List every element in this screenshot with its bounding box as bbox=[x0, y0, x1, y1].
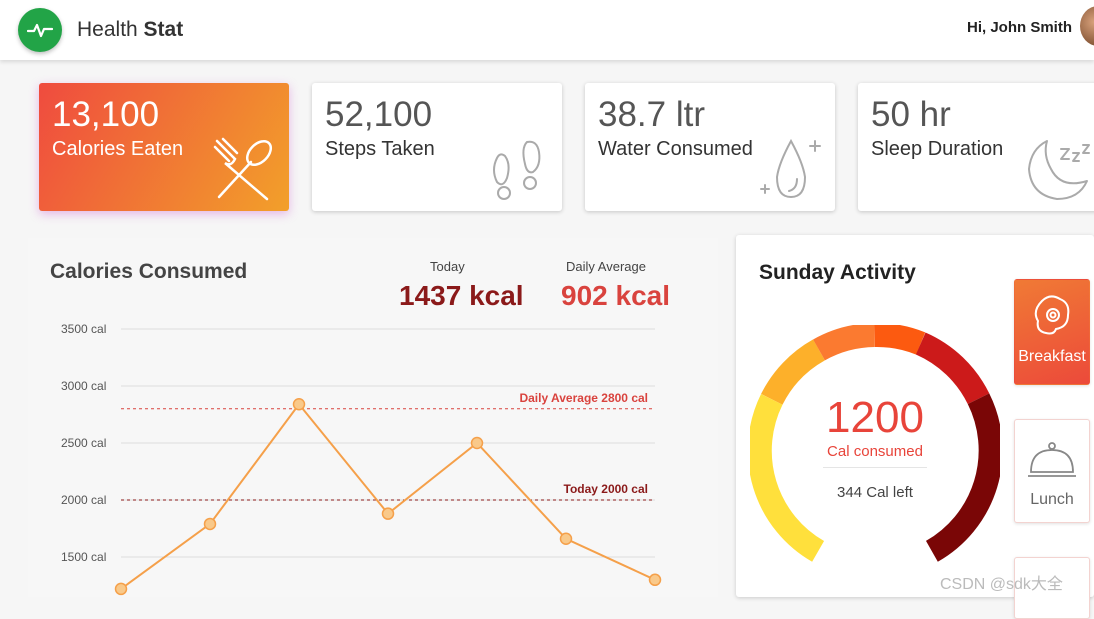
stat-card-steps[interactable]: 52,100 Steps Taken bbox=[312, 83, 562, 211]
data-point bbox=[203, 517, 217, 531]
chart-title: Calories Consumed bbox=[50, 260, 248, 283]
series-line bbox=[120, 402, 656, 590]
stat-card-sleep[interactable]: 50 hr Sleep Duration bbox=[858, 83, 1094, 211]
user-greeting: Hi, John Smith bbox=[967, 19, 1072, 36]
fried-egg-icon bbox=[1034, 295, 1070, 335]
stat-label: Calories Eaten bbox=[52, 138, 184, 160]
gauge-segment bbox=[761, 339, 826, 406]
gauge-remaining: 344 Cal left bbox=[837, 484, 913, 501]
activity-title: Sunday Activity bbox=[759, 261, 916, 284]
gauge-segment bbox=[750, 393, 825, 562]
app-header: Health Stat Hi, John Smith bbox=[0, 0, 1094, 60]
gauge-segment bbox=[915, 332, 990, 405]
gauge-caption: Cal consumed bbox=[827, 443, 923, 460]
stat-value: 50 hr bbox=[871, 95, 951, 134]
data-point bbox=[292, 397, 306, 411]
meal-label: Breakfast bbox=[1018, 348, 1086, 365]
today-caption: Today bbox=[430, 259, 465, 274]
gauge-divider bbox=[823, 467, 927, 468]
stat-card-calories[interactable]: 13,100 Calories Eaten bbox=[39, 83, 289, 211]
meal-lunch-button[interactable]: Lunch bbox=[1014, 419, 1090, 523]
y-tick-label: 2000 cal bbox=[61, 493, 106, 507]
watermark: CSDN @sdk大全 bbox=[940, 576, 1063, 593]
stat-label: Water Consumed bbox=[598, 138, 753, 160]
stat-value: 13,100 bbox=[52, 95, 160, 134]
gauge-segment bbox=[874, 325, 926, 355]
avatar[interactable] bbox=[1080, 6, 1094, 46]
app-name-bold: Stat bbox=[143, 18, 184, 41]
app-name: Health Stat bbox=[77, 18, 183, 42]
app-name-light: Health bbox=[77, 18, 138, 41]
reference-label: Daily Average 2800 cal bbox=[519, 391, 648, 405]
stat-value: 38.7 ltr bbox=[598, 95, 705, 134]
data-point bbox=[381, 507, 395, 520]
y-tick-label: 3500 cal bbox=[61, 322, 106, 336]
y-tick-label: 1500 cal bbox=[61, 550, 106, 564]
calorie-gauge bbox=[750, 325, 1000, 562]
data-point bbox=[559, 532, 573, 546]
gauge-value: 1200 bbox=[826, 393, 924, 442]
average-value: 902 kcal bbox=[561, 280, 670, 311]
calories-panel: Calories Consumed Today 1437 kcal Daily … bbox=[28, 238, 718, 597]
footprints-icon bbox=[493, 140, 541, 200]
data-point bbox=[114, 582, 128, 596]
stat-label: Sleep Duration bbox=[871, 138, 1004, 160]
moon-sleep-icon bbox=[1028, 140, 1090, 200]
y-tick-label: 3000 cal bbox=[61, 379, 106, 393]
cloche-icon bbox=[1028, 442, 1076, 477]
fork-spoon-icon bbox=[213, 137, 273, 201]
calories-line-chart: 3500 cal 3000 cal 2500 cal 2000 cal 1500 cal… bbox=[61, 322, 662, 596]
today-value: 1437 kcal bbox=[399, 280, 524, 311]
activity-panel: Sunday Activity 1200 Cal consumed 344 Ca… bbox=[736, 235, 1094, 619]
data-point bbox=[470, 436, 484, 450]
stat-card-water[interactable]: 38.7 ltr Water Consumed bbox=[585, 83, 835, 211]
stat-value: 52,100 bbox=[325, 95, 433, 134]
data-point bbox=[648, 573, 662, 587]
y-tick-label: 2500 cal bbox=[61, 436, 106, 450]
gauge-segment bbox=[813, 325, 876, 361]
meal-breakfast-button[interactable]: Breakfast bbox=[1014, 279, 1090, 385]
stat-label: Steps Taken bbox=[325, 138, 435, 160]
average-caption: Daily Average bbox=[566, 259, 646, 274]
meal-label: Lunch bbox=[1030, 491, 1074, 508]
gauge-segment bbox=[925, 393, 1000, 562]
reference-label: Today 2000 cal bbox=[564, 482, 649, 496]
pulse-logo-icon[interactable] bbox=[18, 8, 62, 52]
water-drop-icon bbox=[760, 138, 821, 199]
